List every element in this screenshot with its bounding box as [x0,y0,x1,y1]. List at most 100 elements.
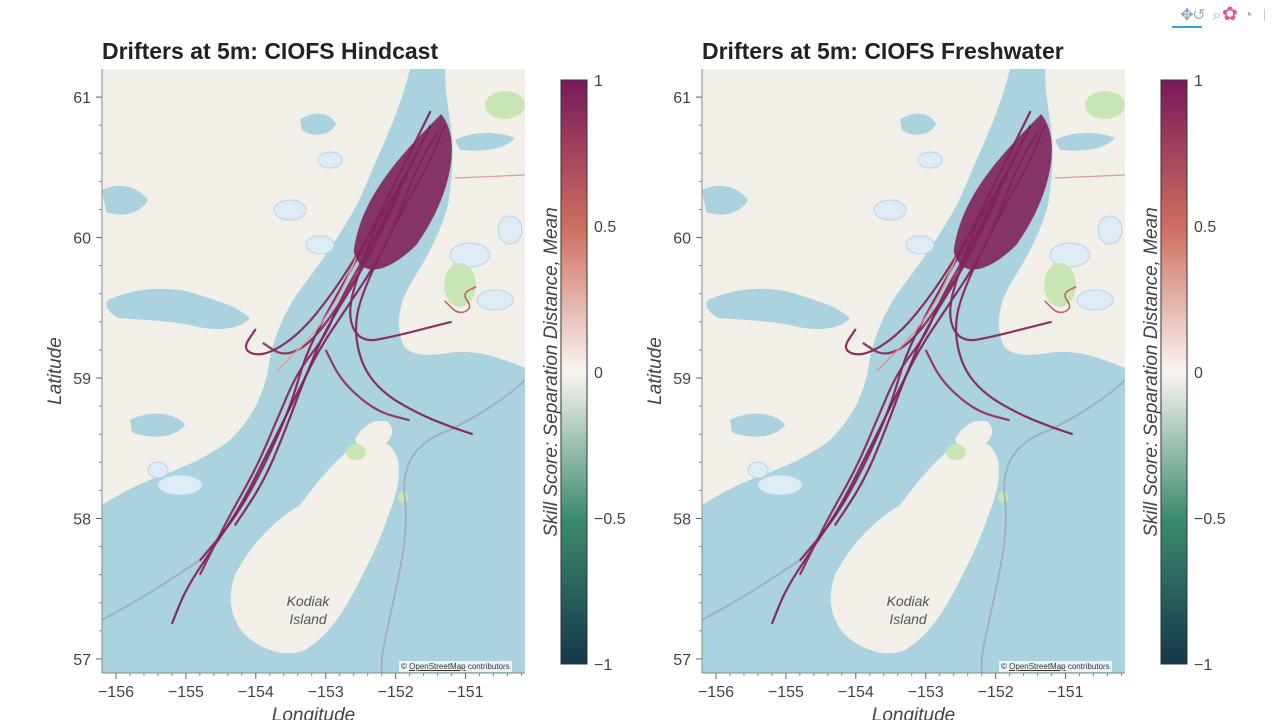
toolbar-separator [1264,9,1265,21]
glacier-area [747,461,769,479]
lake [130,413,185,437]
park-area [346,444,366,460]
afognak-island [955,420,993,448]
island-label-line1: Kodiak [287,593,331,609]
x-tick-label: −154 [238,684,274,701]
mainland-west [702,69,1010,505]
x-tick-label: −152 [378,684,414,701]
x-tick-label: −155 [768,684,804,701]
x-tick-label: −156 [98,684,134,701]
lake [730,413,785,437]
reset-tool-icon[interactable]: ↺ [1192,7,1206,24]
colorbar-tick-label: −1 [1194,657,1212,674]
drifter-map-hindcast[interactable]: −156 −155 −154 −153 −152 −151 57 58 59 60 61 Longit… [0,0,640,720]
glacier-area [1097,215,1123,245]
osm-link[interactable]: OpenStreetMap [1009,662,1066,671]
x-tick-label: −153 [308,684,344,701]
island-label-line2: Island [889,611,928,627]
y-axis-label: Latitude [645,337,666,405]
box-zoom-tool-icon[interactable]: ⌕ [1212,7,1222,24]
attribution-prefix: © [401,662,407,671]
colorbar-tick-label: 1 [1194,73,1203,90]
kodiak-island [230,440,399,654]
glacier-area [905,235,935,255]
colorbar-tick-label: 0 [594,365,603,382]
bokeh-logo-icon[interactable]: ✿ [1222,4,1238,25]
x-tick-label: −153 [908,684,944,701]
glacier-area [917,151,943,169]
toolbar-separator [1233,9,1234,21]
glacier-area [1049,242,1091,268]
plot-title: Drifters at 5m: CIOFS Freshwater [702,38,1064,64]
colorbar-tick-label: −0.5 [594,511,626,528]
park-area [946,444,966,460]
road-line [454,174,525,179]
glacier-area [157,474,203,496]
hover-tool-icon[interactable]: ◔ [1243,7,1253,24]
island-label-line1: Kodiak [887,593,931,609]
colorbar-tick-label: 0.5 [1194,219,1216,236]
colorbar-tick-label: 0.5 [594,219,616,236]
x-axis-label: Longitude [272,705,355,720]
colorbar: 1 0.5 0 −0.5 −1 Skill Score: Separation Dista… [541,73,626,674]
osm-link[interactable]: OpenStreetMap [409,662,466,671]
drifter-track-cluster [953,113,1052,270]
plot-title: Drifters at 5m: CIOFS Hindcast [102,38,439,64]
park-area [398,491,408,503]
skilak-lake [455,132,515,151]
drifter-track-10 [324,349,410,422]
island-label-line2: Island [289,611,328,627]
maritime-boundary [702,379,1125,673]
drifter-track-11 [1044,285,1077,314]
colorbar-label: Skill Score: Separation Distance, Mean [541,207,562,537]
y-tick-label: 61 [673,90,691,107]
pan-tool-icon[interactable]: ✥ [1180,7,1194,24]
drifter-map-freshwater[interactable]: −156 −155 −154 −153 −152 −151 57 58 59 60 61 Longit… [600,0,1240,720]
y-tick-label: 60 [73,231,91,248]
park-area [444,263,476,307]
y-tick-label: 61 [73,90,91,107]
x-tick-label: −154 [838,684,874,701]
y-tick-label: 57 [673,652,691,669]
active-tool-indicator [1172,26,1202,28]
drifter-tracks [170,110,477,625]
map-basemap [702,69,1125,673]
plot-panel-hindcast: Drifters at 5m: CIOFS Hindcast −156 −155 −… [0,0,640,720]
park-area [998,491,1008,503]
glacier-area [317,151,343,169]
x-tick-label: −151 [448,684,484,701]
axes: −156 −155 −154 −153 −152 −151 57 58 59 60 61 Longit… [645,69,1125,720]
lake [102,185,148,215]
glacier-area [757,474,803,496]
mainland-west [102,69,410,505]
map-attribution: © OpenStreetMap contributors [399,661,512,672]
glacier-area [273,199,307,221]
park-area [1044,263,1076,307]
iliamna-lake [706,288,850,330]
glacier-area [873,199,907,221]
drifter-track-cluster [353,113,452,270]
glacier-area [305,235,335,255]
iliamna-lake [106,288,250,330]
y-tick-label: 59 [673,371,691,388]
lake [300,113,336,135]
axes: −156 −155 −154 −153 −152 −151 57 58 59 60 61 Longit… [45,69,525,720]
colorbar-label: Skill Score: Separation Distance, Mean [1141,207,1162,537]
attribution-suffix: contributors [467,662,510,671]
attribution-suffix: contributors [1067,662,1110,671]
y-tick-label: 59 [73,371,91,388]
skilak-lake [1055,132,1115,151]
colorbar-tick-label: 0 [1194,365,1203,382]
glacier-area [449,242,491,268]
x-axis-label: Longitude [872,705,955,720]
lake [900,113,936,135]
kodiak-island [830,440,999,654]
glacier-area [497,215,523,245]
colorbar-tick-label: −0.5 [1194,511,1226,528]
drifter-track-10 [924,349,1010,422]
x-tick-label: −155 [168,684,204,701]
plot-toolbar: ✥ ⌕ ◔ [1080,0,1280,34]
glacier-area [1076,289,1114,311]
lake [702,185,748,215]
colorbar: 1 0.5 0 −0.5 −1 Skill Score: Separation Dista… [1141,73,1226,674]
